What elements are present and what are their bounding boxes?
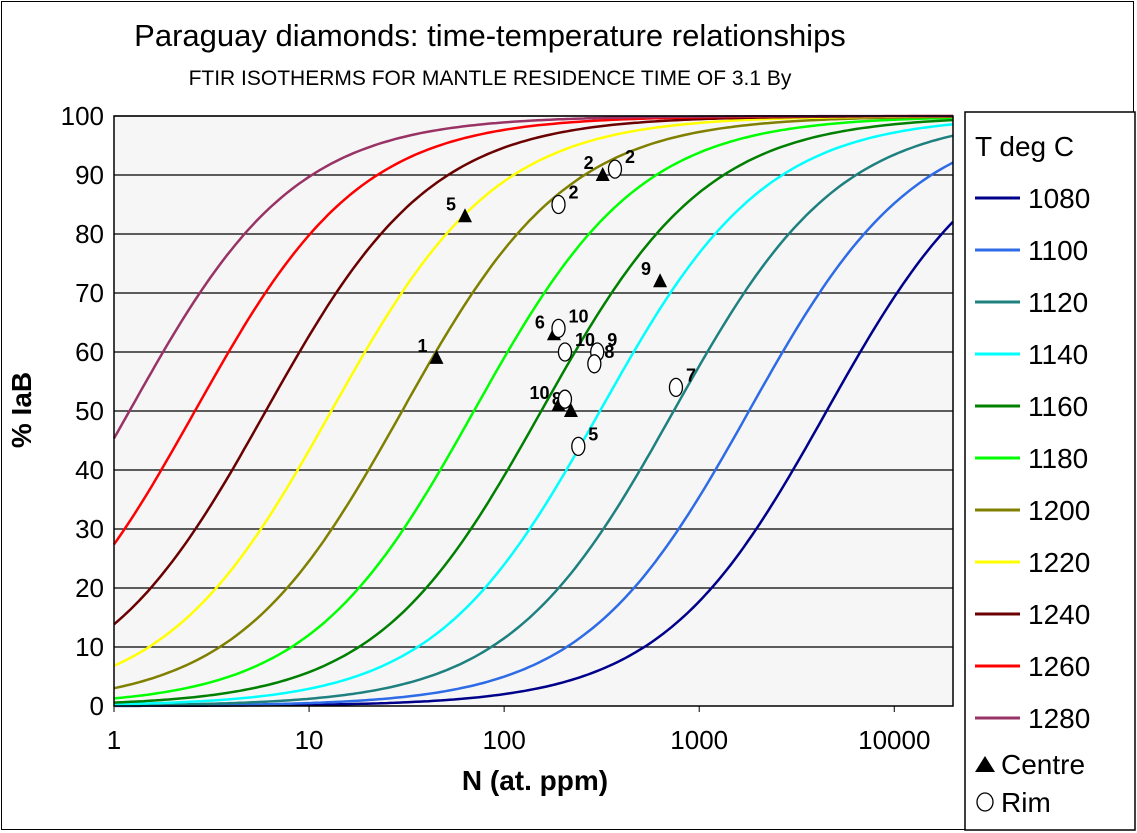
- rim-point: [668, 377, 684, 398]
- point-label: 10: [529, 383, 549, 403]
- point-label: 10: [575, 330, 595, 350]
- legend-item-rim: Rim: [1001, 787, 1051, 818]
- point-label: 9: [641, 259, 651, 279]
- y-tick-label: 60: [75, 337, 104, 367]
- point-label: 8: [604, 342, 614, 362]
- point-label: 6: [535, 312, 545, 332]
- series-line-1120: [114, 134, 954, 707]
- plot-border: [113, 115, 954, 707]
- x-tick-label: 1000: [670, 725, 728, 755]
- point-label: 2: [584, 153, 594, 173]
- chart-title: Paraguay diamonds: time-temperature rela…: [134, 18, 846, 53]
- rim-point: [551, 318, 566, 339]
- rim-point: [607, 159, 623, 179]
- series-line-1100: [114, 161, 954, 707]
- chart-subtitle: FTIR ISOTHERMS FOR MANTLE RESIDENCE TIME…: [188, 67, 792, 90]
- y-tick-label: 20: [75, 573, 104, 603]
- centre-point: [563, 403, 578, 417]
- x-tick-label: 10: [295, 725, 324, 755]
- x-axis-label: N (at. ppm): [461, 765, 609, 796]
- point-label: 2: [625, 147, 635, 167]
- y-tick-label: 40: [75, 455, 104, 485]
- rim-point: [587, 354, 602, 374]
- rim-point: [557, 389, 573, 409]
- x-tick-label: 10000: [858, 725, 930, 755]
- centre-point: [595, 167, 610, 181]
- y-tick-label: 90: [75, 160, 104, 190]
- series-line-1180: [113, 116, 954, 700]
- y-tick-label: 70: [75, 278, 104, 308]
- series-line-1200: [113, 115, 953, 690]
- legend-marker-rim: [976, 792, 994, 812]
- centre-point: [429, 349, 444, 364]
- y-tick-label: 50: [75, 396, 104, 426]
- point-label: 8: [552, 389, 562, 409]
- legend-item-1240: 1240: [1028, 599, 1090, 630]
- rim-point: [557, 342, 573, 362]
- y-tick-label: 100: [61, 101, 104, 131]
- centre-point: [653, 273, 668, 288]
- legend-item-1160: 1160: [1028, 391, 1088, 422]
- point-label: 5: [446, 194, 456, 214]
- legend-item-1120: 1120: [1028, 287, 1088, 318]
- legend-item-1080: 1080: [1028, 183, 1090, 214]
- series-line-1140: [113, 123, 954, 706]
- legend-box: [964, 111, 1136, 831]
- centre-point: [457, 208, 472, 223]
- legend-item-1260: 1260: [1028, 651, 1090, 682]
- point-label: 5: [588, 424, 598, 444]
- point-label: 2: [569, 183, 579, 203]
- legend-item-1280: 1280: [1028, 703, 1090, 734]
- legend-item-1100: 1100: [1028, 235, 1088, 266]
- y-tick-label: 80: [75, 219, 104, 249]
- legend-item-1220: 1220: [1028, 547, 1090, 578]
- legend-item-1180: 1180: [1028, 443, 1088, 474]
- point-label: 9: [607, 330, 617, 350]
- rim-point: [551, 194, 566, 215]
- x-tick-label: 1: [107, 725, 121, 755]
- legend-item-centre: Centre: [1001, 749, 1085, 780]
- rim-point: [571, 436, 586, 457]
- legend-marker-centre: [975, 756, 995, 772]
- y-tick-label: 30: [75, 514, 104, 544]
- series-line-1160: [113, 118, 954, 704]
- point-label: 10: [569, 306, 589, 326]
- legend-item-1200: 1200: [1028, 495, 1090, 526]
- legend-title: T deg C: [975, 131, 1074, 162]
- y-tick-label: 0: [90, 691, 104, 721]
- x-tick-label: 100: [482, 725, 525, 755]
- point-label: 1: [417, 336, 427, 356]
- point-label: 7: [686, 365, 696, 385]
- y-tick-label: 10: [75, 632, 104, 662]
- legend-item-1140: 1140: [1028, 339, 1088, 370]
